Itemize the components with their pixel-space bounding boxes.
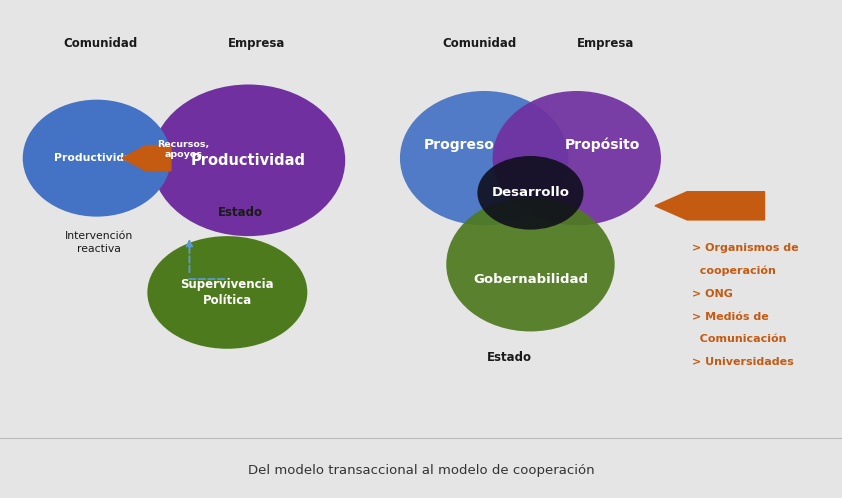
Text: Recursos,
apoyos: Recursos, apoyos (157, 140, 210, 159)
Text: > Mediós de: > Mediós de (692, 312, 769, 322)
Ellipse shape (493, 91, 661, 225)
Text: Progreso: Progreso (424, 138, 494, 152)
Ellipse shape (147, 236, 307, 349)
Text: Empresa: Empresa (228, 37, 285, 50)
Text: Comunicación: Comunicación (692, 335, 786, 345)
Ellipse shape (400, 91, 568, 225)
Text: cooperación: cooperación (692, 265, 776, 276)
FancyArrow shape (655, 192, 765, 220)
Ellipse shape (152, 85, 345, 236)
Text: Intervención
reactiva: Intervención reactiva (65, 232, 134, 254)
Text: > Universidades: > Universidades (692, 358, 794, 368)
Text: > Organismos de: > Organismos de (692, 243, 799, 252)
Text: Productividad: Productividad (54, 153, 140, 163)
FancyArrow shape (122, 145, 171, 171)
Ellipse shape (23, 100, 171, 217)
Text: Comunidad: Comunidad (63, 37, 137, 50)
Text: Del modelo transaccional al modelo de cooperación: Del modelo transaccional al modelo de co… (248, 464, 594, 477)
Text: Propósito: Propósito (565, 138, 641, 152)
Text: Comunidad: Comunidad (442, 37, 516, 50)
Text: Empresa: Empresa (577, 37, 634, 50)
Text: Estado: Estado (217, 206, 263, 219)
Text: Supervivencia
Política: Supervivencia Política (180, 278, 274, 307)
Text: Desarrollo: Desarrollo (492, 186, 569, 199)
Text: Gobernabilidad: Gobernabilidad (473, 273, 588, 286)
Text: Productividad: Productividad (191, 153, 306, 168)
Text: > ONG: > ONG (692, 288, 733, 299)
Ellipse shape (477, 156, 584, 230)
Ellipse shape (446, 197, 615, 332)
Text: Estado: Estado (487, 351, 532, 364)
